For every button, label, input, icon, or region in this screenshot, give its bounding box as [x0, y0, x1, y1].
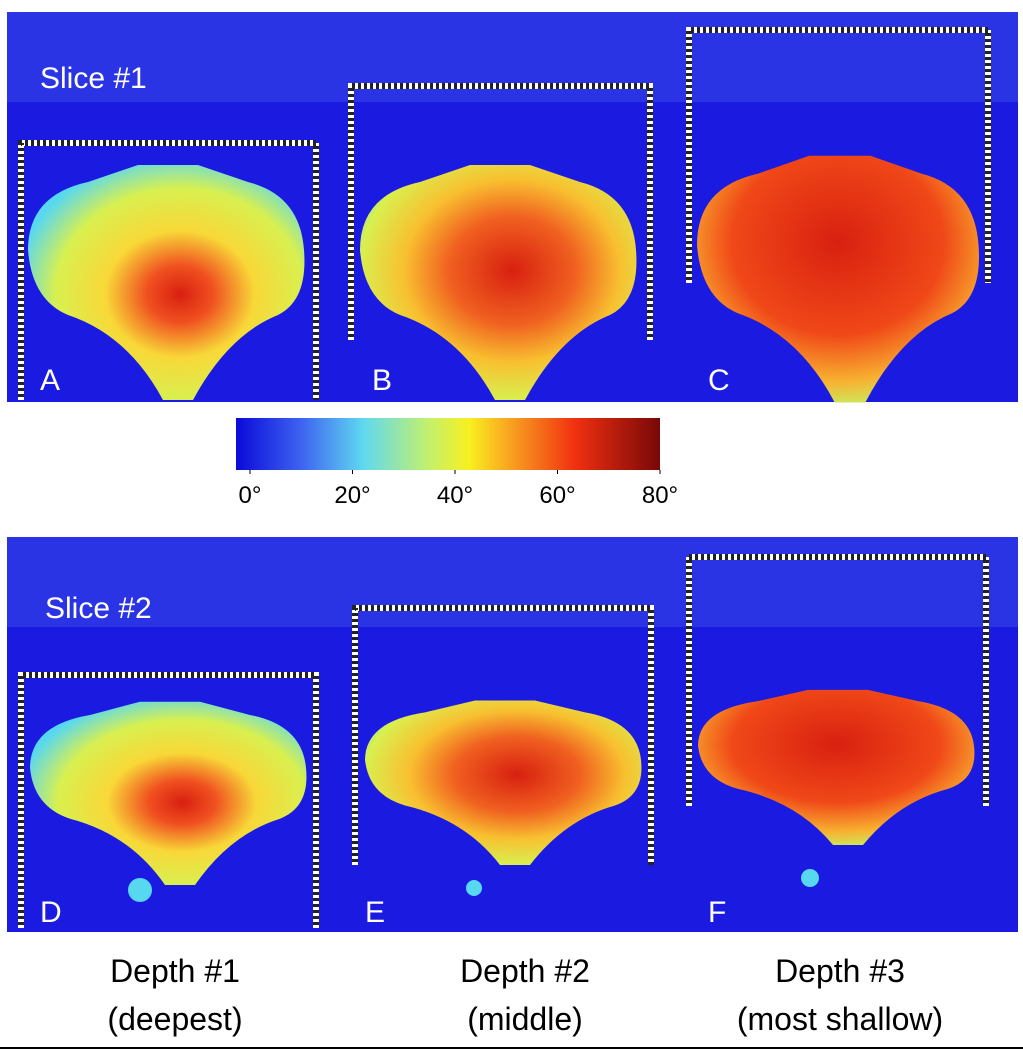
depth-label: Depth #1 [110, 953, 240, 989]
colorbar [236, 418, 660, 470]
slice-label: Slice #2 [45, 592, 152, 625]
colorbar-tick-label: 60° [539, 482, 575, 509]
panel-letter: F [708, 896, 726, 929]
depth-label: Depth #2 [460, 953, 590, 989]
roi-frame [348, 83, 653, 340]
panel-band [7, 537, 1018, 627]
panel-letter: B [372, 364, 392, 397]
roi-frame [686, 554, 989, 806]
spot [466, 880, 482, 896]
colorbar-tick-label: 20° [334, 482, 370, 509]
panel-letter: C [708, 364, 730, 397]
depth-label: Depth #3 [775, 953, 905, 989]
colorbar-tick-label: 0° [239, 482, 262, 509]
spot [801, 869, 819, 887]
panel-letter: E [365, 896, 385, 929]
colorbar-tick-label: 80° [642, 482, 678, 509]
roi-frame [18, 672, 319, 928]
depth-note: (most shallow) [737, 1001, 943, 1037]
depth-note: (deepest) [107, 1001, 242, 1037]
colorbar-tick-label: 40° [437, 482, 473, 509]
roi-frame [352, 605, 654, 865]
spot [128, 878, 152, 902]
roi-frame [18, 672, 319, 928]
depth-note: (middle) [467, 1001, 583, 1037]
panel-letter: D [40, 896, 62, 929]
slice-label: Slice #1 [40, 62, 147, 95]
roi-frame [18, 140, 319, 400]
roi-frame [686, 554, 989, 806]
roi-frame [686, 27, 991, 283]
colorbar-ticks: 0° 20° 40° 60° 80° [239, 470, 678, 509]
panel-letter: A [40, 364, 60, 397]
